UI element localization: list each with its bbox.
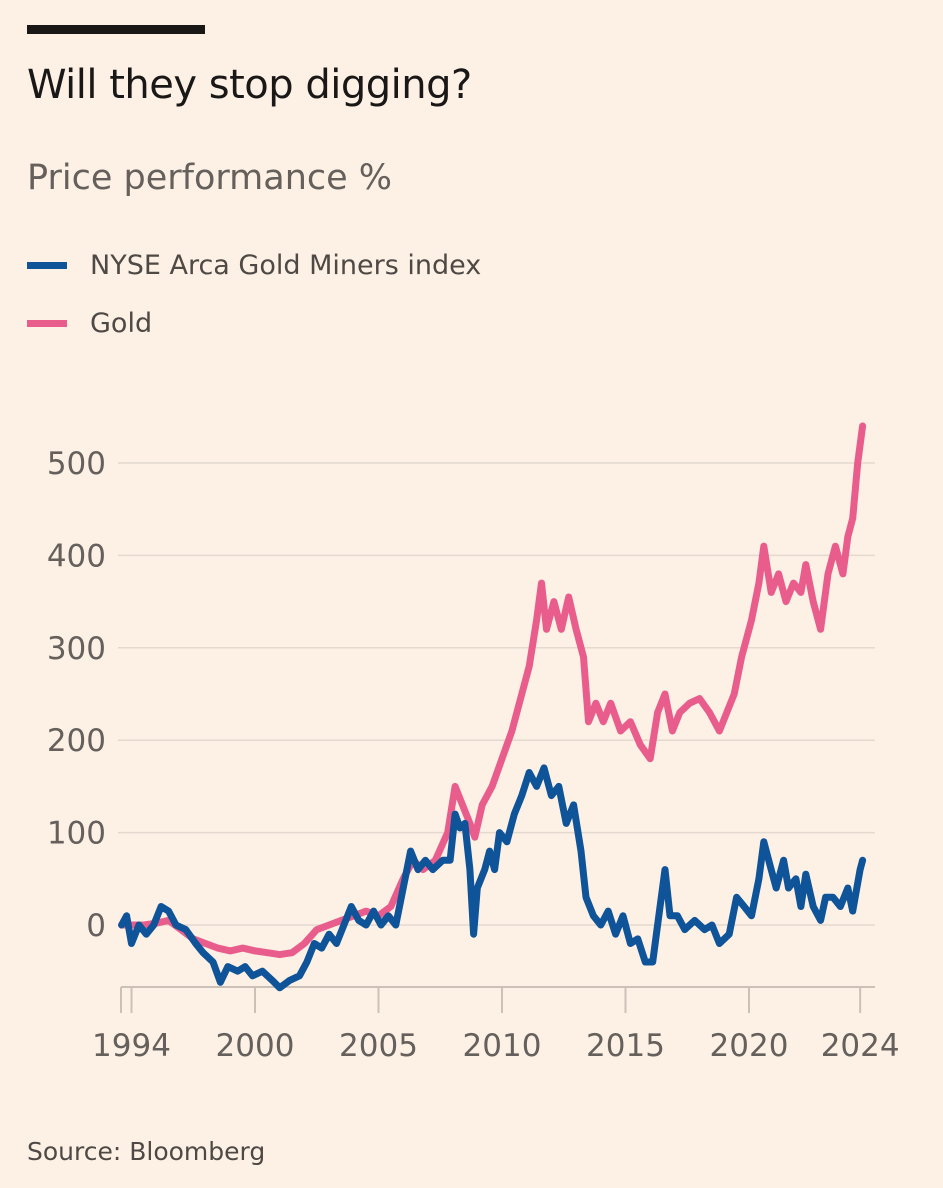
legend-item-gold: Gold <box>27 308 152 339</box>
x-tick-label: 2015 <box>586 1028 665 1064</box>
gold-line <box>118 422 867 959</box>
header-rule <box>27 25 205 34</box>
chart-title: Will they stop digging? <box>27 62 472 108</box>
legend-item-miners: NYSE Arca Gold Miners index <box>27 250 481 281</box>
chart-subtitle: Price performance % <box>27 158 393 198</box>
legend-label-miners: NYSE Arca Gold Miners index <box>90 250 482 281</box>
miners-index-line <box>118 764 867 992</box>
legend-swatch-gold <box>27 320 67 327</box>
x-tick-label: 2010 <box>463 1028 542 1064</box>
y-tick-label: 0 <box>86 908 106 944</box>
x-tick-label: 2020 <box>710 1028 789 1064</box>
x-tick-label: 2005 <box>339 1028 418 1064</box>
x-tick-label: 2000 <box>216 1028 295 1064</box>
y-tick-label: 200 <box>47 723 106 759</box>
y-tick-label: 300 <box>47 631 106 667</box>
y-tick-label: 400 <box>47 538 106 574</box>
x-tick-label: 1994 <box>92 1028 171 1064</box>
y-tick-label: 100 <box>47 816 106 852</box>
legend-label-gold: Gold <box>90 308 153 339</box>
source-note: Source: Bloomberg <box>27 1137 266 1166</box>
x-tick-label: 2024 <box>821 1028 900 1064</box>
legend-swatch-miners <box>27 262 67 269</box>
y-tick-label: 500 <box>47 446 106 482</box>
